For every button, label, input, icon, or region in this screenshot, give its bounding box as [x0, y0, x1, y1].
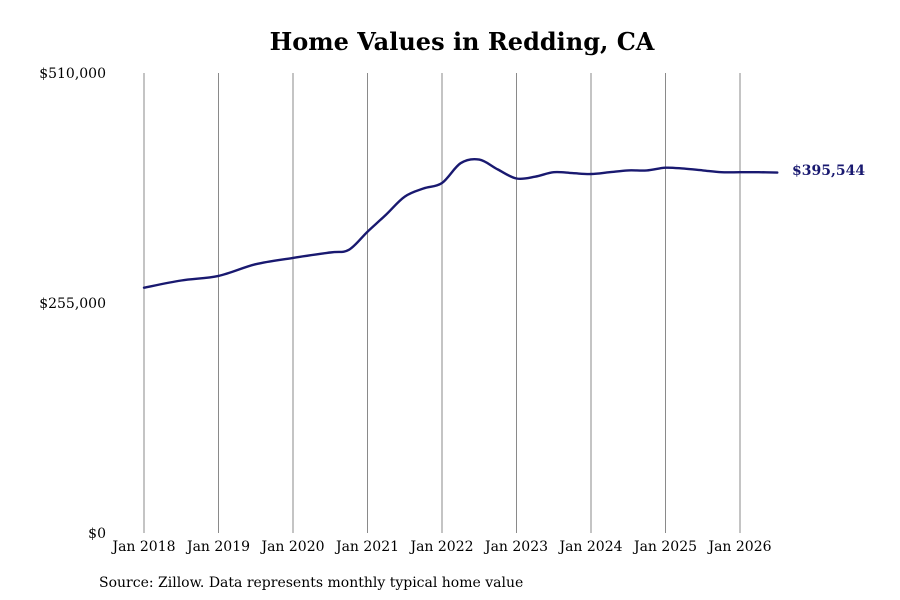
x-tick-label: Jan 2024 [557, 539, 622, 555]
x-tick-label: Jan 2022 [408, 539, 473, 555]
y-tick-label: $0 [88, 526, 106, 542]
x-tick-label: Jan 2019 [185, 539, 250, 555]
y-tick-label: $510,000 [39, 66, 106, 82]
grid-lines [143, 73, 741, 533]
y-tick-label: $255,000 [39, 296, 106, 312]
x-tick-label: Jan 2026 [706, 539, 771, 555]
x-tick-label: Jan 2018 [110, 539, 175, 555]
chart-title: Home Values in Redding, CA [270, 27, 655, 56]
x-tick-label: Jan 2025 [632, 539, 697, 555]
end-value-label: $395,544 [792, 163, 865, 179]
x-tick-label: Jan 2020 [259, 539, 324, 555]
source-note: Source: Zillow. Data represents monthly … [99, 575, 523, 591]
series-line [142, 157, 779, 289]
y-tick-labels: $510,000 $255,000 $0 [39, 66, 106, 542]
series-layer [142, 157, 779, 289]
x-tick-label: Jan 2023 [483, 539, 548, 555]
x-tick-label: Jan 2021 [334, 539, 399, 555]
x-tick-labels: Jan 2018 Jan 2019 Jan 2020 Jan 2021 Jan 2022… [110, 539, 771, 555]
